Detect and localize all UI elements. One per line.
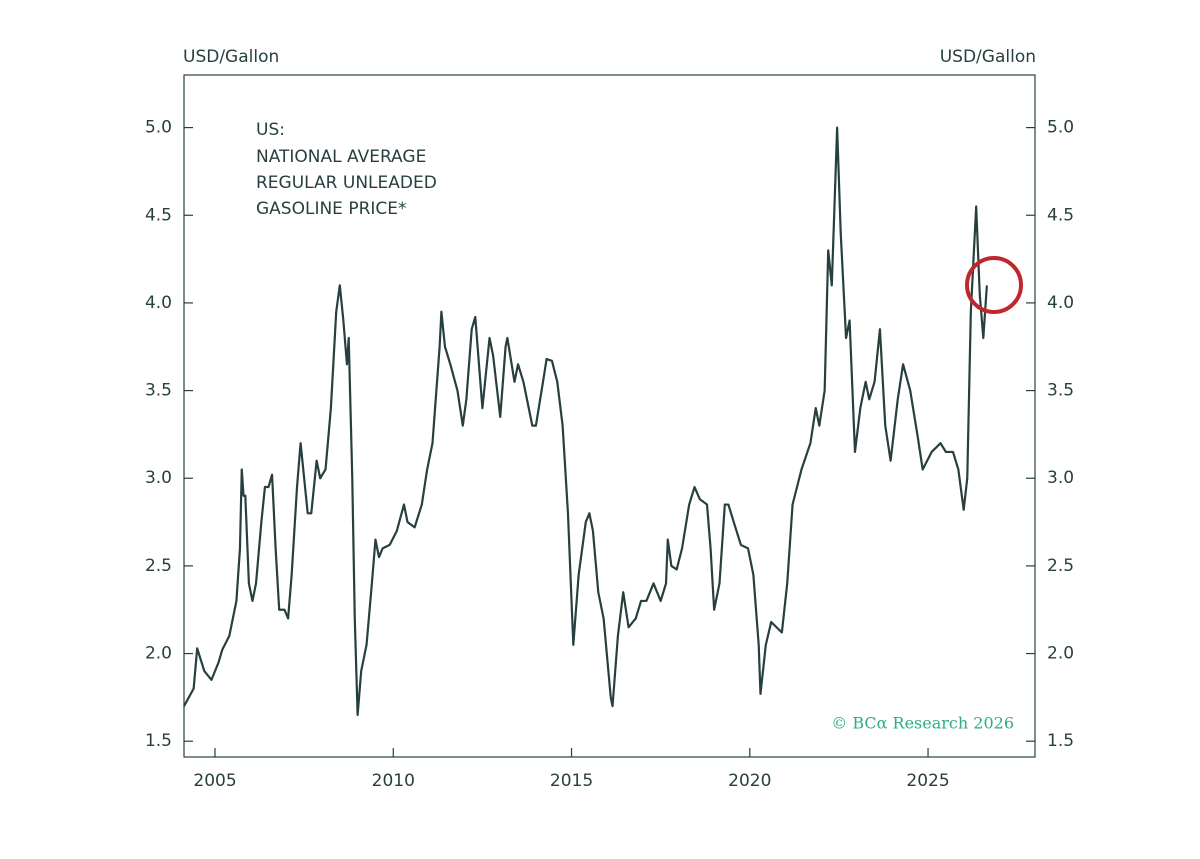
- plot-frame: [183, 74, 1036, 758]
- y2-tick-label: 2.5: [1047, 556, 1074, 576]
- y-tick-label: 1.5: [145, 731, 172, 751]
- annotation: GASOLINE PRICE*: [256, 199, 407, 219]
- annotation: NATIONAL AVERAGE: [256, 147, 426, 167]
- x-tick-label: 2005: [193, 771, 236, 791]
- annotation: REGULAR UNLEADED: [256, 173, 437, 193]
- y-tick-label: 4.5: [145, 205, 172, 225]
- y-tick-label: 5.0: [145, 118, 172, 138]
- y2-tick-label: 4.0: [1047, 293, 1074, 313]
- y2-tick-label: 1.5: [1047, 731, 1074, 751]
- annotation: US:: [256, 120, 285, 140]
- x-tick-label: 2020: [728, 771, 771, 791]
- y2-tick-label: 3.5: [1047, 381, 1074, 401]
- price-line: [183, 126, 988, 717]
- y-tick-label: 4.0: [145, 293, 172, 313]
- x-tick-label: 2015: [550, 771, 593, 791]
- y2-tick-label: 5.0: [1047, 118, 1074, 138]
- y2-tick-label: 3.0: [1047, 468, 1074, 488]
- y2-tick-label: 2.0: [1047, 644, 1074, 664]
- y2-tick-label: 4.5: [1047, 205, 1074, 225]
- y2-axis-label: USD/Gallon: [940, 47, 1036, 67]
- highlight-circle: [965, 256, 1023, 314]
- y-tick-label: 3.0: [145, 468, 172, 488]
- x-tick-label: 2010: [372, 771, 415, 791]
- y-axis-label: USD/Gallon: [183, 47, 279, 67]
- y-tick-label: 2.5: [145, 556, 172, 576]
- y-tick-label: 3.5: [145, 381, 172, 401]
- y-tick-label: 2.0: [145, 644, 172, 664]
- credit: © BCα Research 2026: [831, 714, 1014, 733]
- x-tick-label: 2025: [906, 771, 949, 791]
